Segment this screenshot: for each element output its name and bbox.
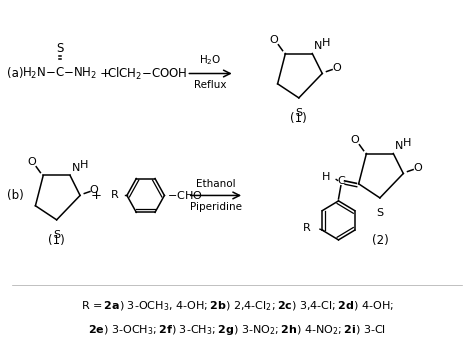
Text: C: C (337, 176, 345, 186)
Text: O: O (351, 135, 360, 145)
Text: S: S (53, 230, 60, 240)
Text: Reflux: Reflux (194, 80, 227, 90)
Text: H$_2$N$-$C$-$NH$_2$: H$_2$N$-$C$-$NH$_2$ (22, 66, 98, 81)
Text: H$_2$O: H$_2$O (199, 53, 222, 67)
Text: S: S (295, 108, 302, 118)
Text: Piperidine: Piperidine (190, 202, 242, 212)
Text: $-$CHO: $-$CHO (167, 189, 202, 202)
Text: O: O (90, 185, 99, 195)
Text: H: H (322, 38, 330, 48)
Text: ClCH$_2$$-$COOH: ClCH$_2$$-$COOH (107, 66, 187, 82)
Text: $\mathbf{2e}$) 3-OCH$_3$; $\mathbf{2f}$) 3-CH$_3$; $\mathbf{2g}$) 3-NO$_2$; $\ma: $\mathbf{2e}$) 3-OCH$_3$; $\mathbf{2f}$)… (88, 323, 386, 337)
Text: H: H (403, 138, 411, 148)
Text: R: R (303, 223, 310, 233)
Text: +: + (100, 67, 110, 80)
Text: O: O (332, 63, 341, 73)
Text: (2): (2) (372, 234, 388, 247)
Text: R = $\mathbf{2a}$) 3-OCH$_3$, 4-OH; $\mathbf{2b}$) 2,4-Cl$_2$; $\mathbf{2c}$) 3,: R = $\mathbf{2a}$) 3-OCH$_3$, 4-OH; $\ma… (81, 299, 393, 313)
Text: N: N (314, 41, 322, 51)
Text: (b): (b) (7, 189, 23, 202)
Text: S: S (56, 42, 64, 54)
Text: O: O (27, 157, 36, 167)
Text: S: S (376, 208, 383, 218)
Text: O: O (270, 35, 279, 45)
Text: R: R (111, 191, 118, 201)
Text: N: N (395, 141, 403, 151)
Text: (1): (1) (291, 112, 307, 125)
Text: H: H (322, 172, 330, 183)
Text: N: N (72, 162, 80, 172)
Text: +: + (91, 189, 102, 202)
Text: Ethanol: Ethanol (196, 179, 236, 189)
Text: H: H (80, 160, 88, 170)
Text: O: O (413, 163, 422, 173)
Text: (a): (a) (7, 67, 23, 80)
Text: (1): (1) (48, 234, 65, 247)
